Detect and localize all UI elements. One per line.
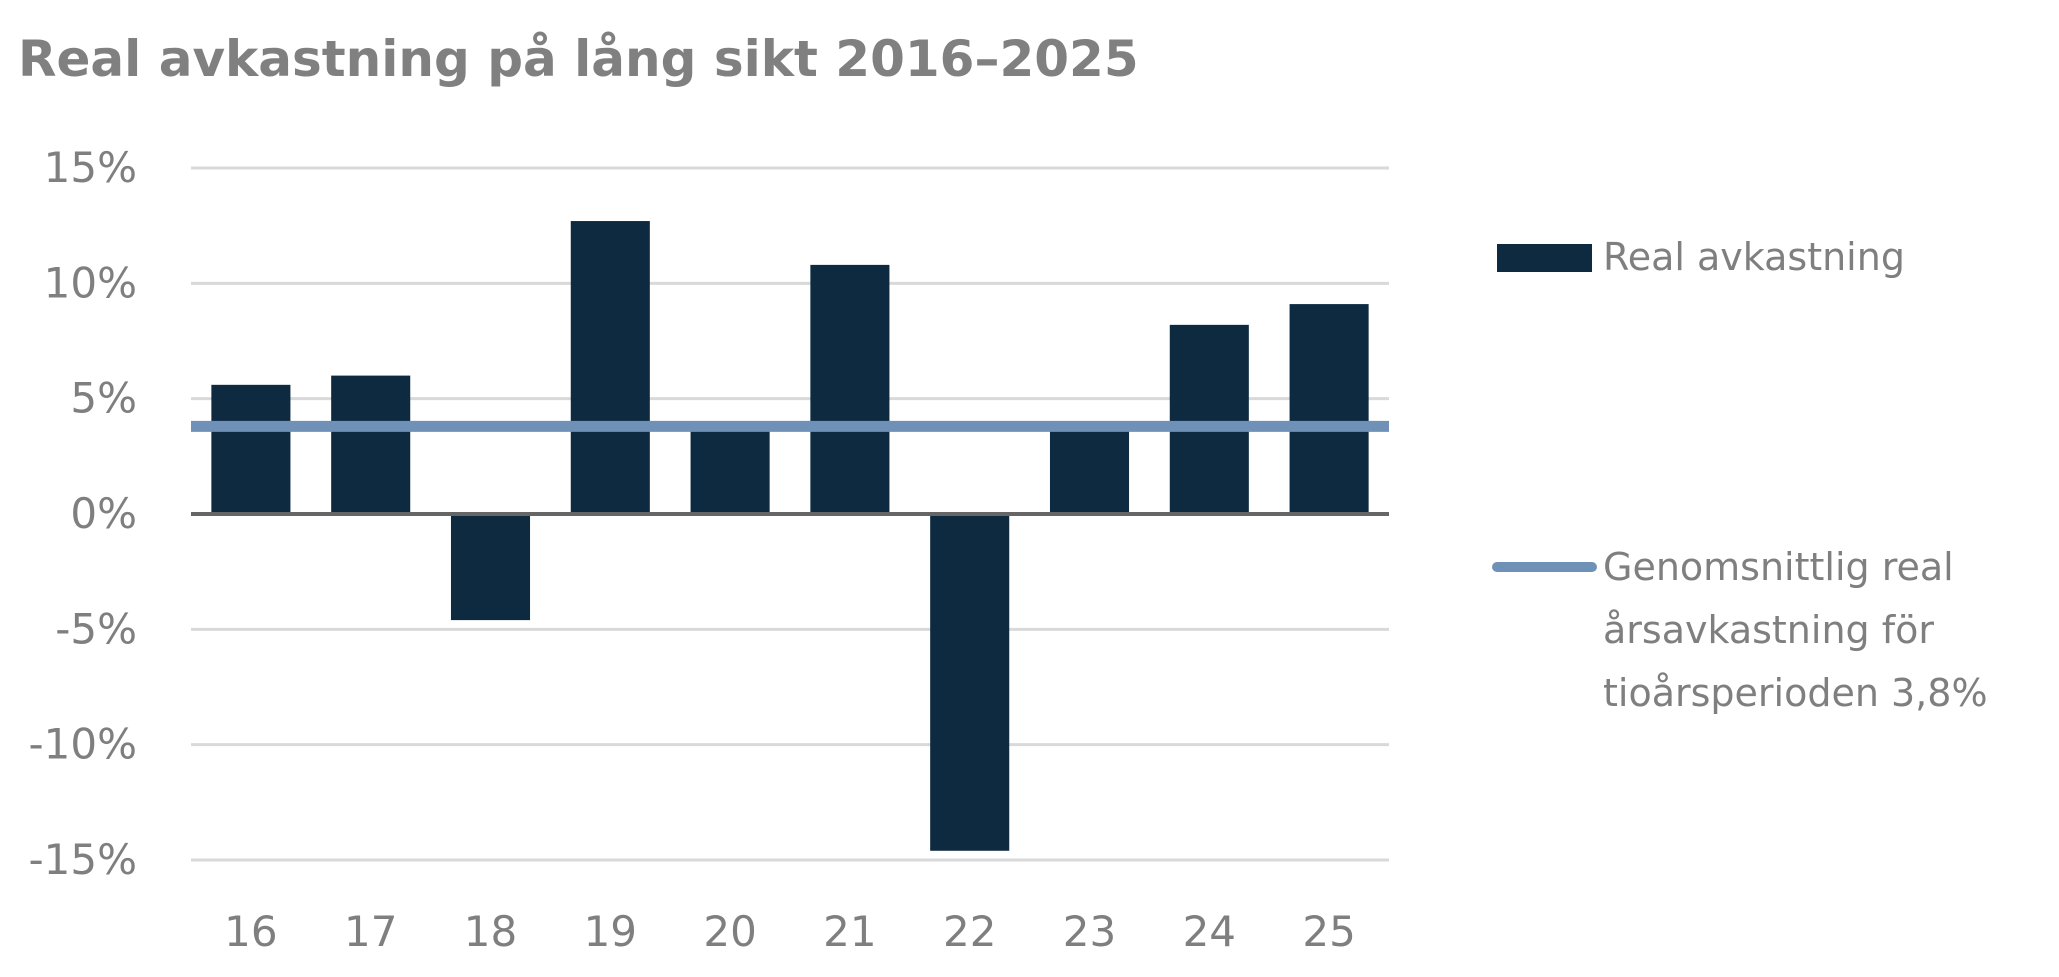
legend-label-line-2: årsavkastning för	[1603, 608, 1934, 652]
y-tick-label: 10%	[44, 258, 137, 307]
x-tick-label: 18	[464, 907, 517, 956]
x-tick-label: 19	[584, 907, 637, 956]
x-tick-label: 17	[344, 907, 397, 956]
bar-19	[570, 221, 650, 514]
x-tick-label: 25	[1302, 907, 1355, 956]
y-tick-label: 15%	[44, 143, 137, 192]
x-tick-label: 21	[823, 907, 876, 956]
bar-17	[331, 375, 411, 514]
x-tick-label: 20	[703, 907, 756, 956]
y-tick-label: 0%	[70, 489, 137, 538]
y-tick-label: -10%	[28, 720, 137, 769]
chart-title: Real avkastning på lång sikt 2016–2025	[18, 30, 1139, 88]
bar-18	[450, 514, 531, 621]
y-tick-label: -5%	[55, 604, 137, 653]
bar-25	[1289, 304, 1369, 514]
legend-label-bar: Real avkastning	[1603, 235, 1905, 279]
y-tick-label: 5%	[70, 374, 137, 423]
y-tick-label: -15%	[28, 835, 137, 884]
bar-22	[930, 514, 1010, 851]
bar-16	[211, 384, 291, 514]
x-tick-label: 16	[224, 907, 277, 956]
x-tick-label: 23	[1063, 907, 1116, 956]
x-tick-label: 24	[1183, 907, 1236, 956]
bar-24	[1169, 324, 1249, 514]
bar-21	[810, 264, 890, 514]
legend-swatch-bar	[1497, 244, 1592, 272]
legend-label-line-1: Genomsnittlig real	[1603, 545, 1954, 589]
x-tick-label: 22	[943, 907, 996, 956]
bar-20	[690, 428, 770, 514]
legend: Real avkastning Genomsnittlig real årsav…	[1492, 235, 1988, 715]
legend-label-line-3: tioårsperioden 3,8%	[1603, 671, 1988, 715]
bar-23	[1049, 428, 1130, 514]
